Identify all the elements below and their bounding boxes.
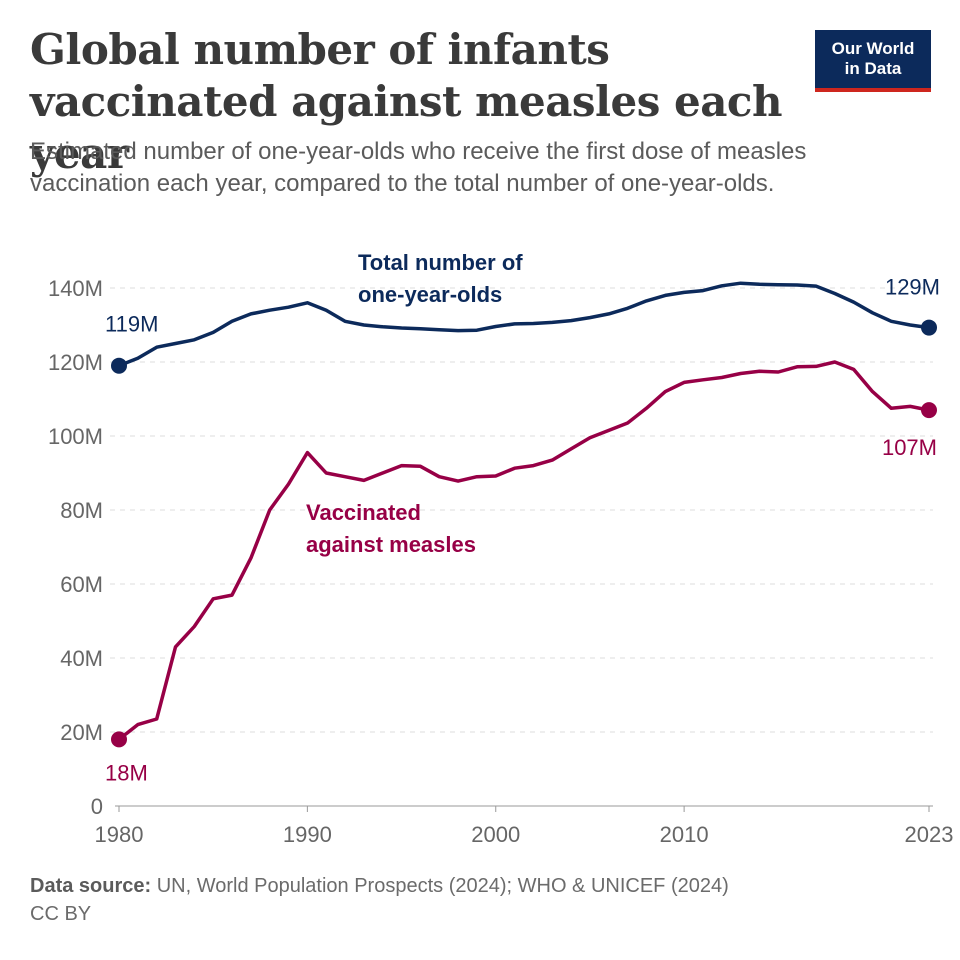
y-tick-label: 20M [60,720,103,745]
y-tick-label: 0 [91,794,103,819]
vaccinated-series-label: Vaccinated [306,500,421,525]
series-start-point-0 [111,357,127,374]
total-series-label: one-year-olds [358,282,502,307]
chart-subtitle: Estimated number of one-year-olds who re… [30,138,807,197]
vaccinated-end-value-label: 107M [882,435,937,460]
x-tick-label: 1980 [95,822,144,847]
series-end-point-0 [921,319,937,336]
x-tick-label: 1990 [283,822,332,847]
y-tick-label: 80M [60,498,103,523]
y-tick-label: 140M [48,276,103,301]
x-tick-label: 2010 [660,822,709,847]
our-world-in-data-logo[interactable]: Our World in Data [815,30,931,92]
series-end-point-1 [921,402,937,419]
data-source-label: Data source: [30,875,152,897]
x-tick-label: 2000 [471,822,520,847]
total-start-value-label: 119M [105,312,158,337]
footer: Data source: UN, World Population Prospe… [30,872,930,928]
total-end-value-label: 129M [885,275,940,300]
data-source-text: UN, World Population Prospects (2024); W… [156,875,729,897]
logo-line-1: Our World [831,39,915,58]
x-tick-label: 2023 [905,822,954,847]
data-source: Data source: UN, World Population Prospe… [30,872,930,900]
y-tick-label: 60M [60,572,103,597]
series-line-0 [117,281,931,368]
chart-title: Global number of infants vaccinated agai… [30,25,783,178]
license: CC BY [30,903,92,925]
logo-line-2: in Data [844,59,902,78]
vaccinated-start-value-label: 18M [105,760,148,785]
total-series-label: Total number of [358,250,523,275]
y-tick-label: 100M [48,424,103,449]
series-start-point-1 [111,731,127,748]
y-tick-label: 40M [60,646,103,671]
series-line-1 [117,360,931,742]
y-tick-label: 120M [48,350,103,375]
vaccinated-series-label: against measles [306,532,476,557]
